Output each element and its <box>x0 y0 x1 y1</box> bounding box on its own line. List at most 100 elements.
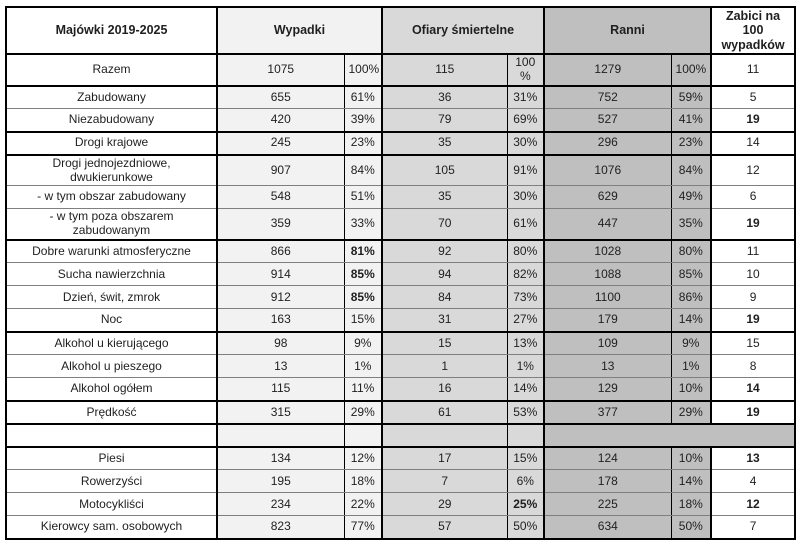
cell-ranni-pct: 84% <box>670 154 712 187</box>
cell-ofiary-pct: 25% <box>506 492 545 517</box>
cell-zabici: 5 <box>710 85 796 110</box>
cell-ofiary: 16 <box>381 377 508 402</box>
cell-ofiary: 35 <box>381 131 508 156</box>
cell-zabici: 12 <box>710 492 796 517</box>
cell-zabici: 19 <box>710 208 796 241</box>
cell-ofiary-pct: 82% <box>506 262 545 287</box>
cell-ofiary-pct: 61% <box>506 208 545 241</box>
cell-ranni: 179 <box>543 308 672 333</box>
cell-wypadki: 13 <box>216 354 344 379</box>
cell-ranni: 1028 <box>543 239 672 264</box>
cell-ofiary-pct: 100 % <box>506 54 545 87</box>
table-row: Drogi krajowe 245 23% 35 30% 296 23% 14 <box>6 131 796 156</box>
cell-wypadki-pct: 15% <box>343 308 383 333</box>
cell-zabici: 11 <box>710 239 796 264</box>
row-label: Noc <box>6 308 217 333</box>
cell-ofiary-pct: 73% <box>506 285 545 310</box>
cell-ofiary: 105 <box>381 154 508 187</box>
cell-ranni: 752 <box>543 85 672 110</box>
cell-zabici: 4 <box>710 469 796 494</box>
table-row: Prędkość 315 29% 61 53% 377 29% 19 <box>6 400 796 425</box>
cell-ranni-pct: 80% <box>670 239 712 264</box>
cell-ofiary: 94 <box>381 262 508 287</box>
row-label: - w tym poza obszarem zabudowanym <box>6 208 217 241</box>
cell-wypadki-pct: 23% <box>343 131 383 156</box>
cell-ranni: 1076 <box>543 154 672 187</box>
cell-ofiary-pct: 14% <box>506 377 545 402</box>
cell-ranni-pct: 41% <box>670 108 712 133</box>
row-label: Kierowcy sam. osobowych <box>6 515 217 540</box>
cell-ranni-pct: 100% <box>670 54 712 87</box>
cell-wypadki: 315 <box>216 400 344 425</box>
row-label: Zabudowany <box>6 85 217 110</box>
table-row: Razem 1075 100% 115 100 % 1279 100% 11 <box>6 54 796 87</box>
cell-wypadki: 420 <box>216 108 344 133</box>
cell-ofiary-pct: 27% <box>506 308 545 333</box>
table-row: Dzień, świt, zmrok 912 85% 84 73% 1100 86% 9 <box>6 285 796 310</box>
row-label: Alkohol u kierującego <box>6 331 217 356</box>
cell-ranni-pct: 23% <box>670 131 712 156</box>
cell-ofiary-pct: 6% <box>506 469 545 494</box>
cell-ofiary: 35 <box>381 185 508 210</box>
cell-wypadki: 98 <box>216 331 344 356</box>
row-label: Drogi jednojezdniowe, dwukierunkowe <box>6 154 217 187</box>
cell-ranni-pct: 29% <box>670 400 712 425</box>
cell-wypadki-pct: 77% <box>343 515 383 540</box>
row-label: Dobre warunki atmosferyczne <box>6 239 217 264</box>
cell-ofiary-pct <box>506 423 545 448</box>
cell-zabici: 15 <box>710 331 796 356</box>
cell-zabici: 12 <box>710 154 796 187</box>
cell-zabici <box>710 423 796 448</box>
cell-zabici: 7 <box>710 515 796 540</box>
table-row: Zabudowany 655 61% 36 31% 752 59% 5 <box>6 85 796 110</box>
cell-ofiary-pct: 53% <box>506 400 545 425</box>
cell-ranni: 109 <box>543 331 672 356</box>
table-row: Noc 163 15% 31 27% 179 14% 19 <box>6 308 796 333</box>
cell-wypadki: 655 <box>216 85 344 110</box>
cell-wypadki-pct: 61% <box>343 85 383 110</box>
row-label: Prędkość <box>6 400 217 425</box>
row-label: Alkohol u pieszego <box>6 354 217 379</box>
table-row: Rowerzyści 195 18% 7 6% 178 14% 4 <box>6 469 796 494</box>
cell-ranni: 377 <box>543 400 672 425</box>
row-label: - w tym obszar zabudowany <box>6 185 217 210</box>
row-label: Alkohol ogółem <box>6 377 217 402</box>
cell-wypadki-pct: 18% <box>343 469 383 494</box>
column-group-wypadki: Wypadki <box>215 7 383 56</box>
cell-zabici: 9 <box>710 285 796 310</box>
cell-wypadki-pct: 33% <box>343 208 383 241</box>
cell-wypadki-pct: 51% <box>343 185 383 210</box>
table-row: Alkohol ogółem 115 11% 16 14% 129 10% 14 <box>6 377 796 402</box>
cell-ofiary: 84 <box>381 285 508 310</box>
cell-ofiary: 7 <box>381 469 508 494</box>
cell-wypadki: 914 <box>216 262 344 287</box>
cell-wypadki: 115 <box>216 377 344 402</box>
cell-zabici: 8 <box>710 354 796 379</box>
cell-ranni: 129 <box>543 377 672 402</box>
table-row: Kierowcy sam. osobowych 823 77% 57 50% 634 50%… <box>6 515 796 540</box>
column-group-ranni: Ranni <box>543 7 712 56</box>
cell-ofiary-pct: 69% <box>506 108 545 133</box>
cell-zabici: 14 <box>710 131 796 156</box>
cell-ofiary: 17 <box>381 446 508 471</box>
cell-zabici: 19 <box>710 108 796 133</box>
row-label: Razem <box>6 54 217 87</box>
cell-wypadki-pct: 39% <box>343 108 383 133</box>
column-header-majowki: Majówki 2019-2025 <box>6 7 217 56</box>
cell-ofiary <box>381 423 508 448</box>
cell-ranni: 178 <box>543 469 672 494</box>
cell-ofiary-pct: 30% <box>506 131 545 156</box>
cell-ranni: 296 <box>543 131 672 156</box>
cell-ofiary: 31 <box>381 308 508 333</box>
table-row: Motocykliści 234 22% 29 25% 225 18% 12 <box>6 492 796 517</box>
cell-zabici: 19 <box>710 308 796 333</box>
cell-ranni-pct: 14% <box>670 308 712 333</box>
cell-ofiary: 115 <box>381 54 508 87</box>
cell-ofiary: 79 <box>381 108 508 133</box>
table-row: Niezabudowany 420 39% 79 69% 527 41% 19 <box>6 108 796 133</box>
cell-ranni-pct: 9% <box>670 331 712 356</box>
cell-ofiary-pct: 31% <box>506 85 545 110</box>
accident-statistics-table: Majówki 2019-2025 Wypadki Ofiary śmierte… <box>5 6 797 540</box>
table-row: Alkohol u pieszego 13 1% 1 1% 13 1% 8 <box>6 354 796 379</box>
